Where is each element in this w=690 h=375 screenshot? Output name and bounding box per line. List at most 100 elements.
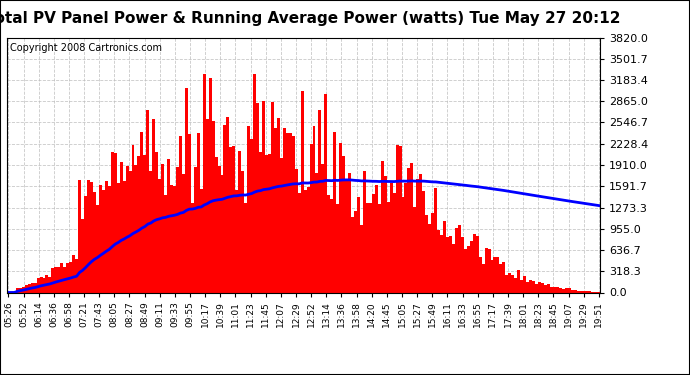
Bar xyxy=(179,136,182,292)
Bar xyxy=(191,202,194,292)
Bar xyxy=(203,74,206,292)
Bar xyxy=(523,276,526,292)
Bar xyxy=(413,207,416,292)
Bar xyxy=(289,134,292,292)
Bar xyxy=(366,203,369,292)
Bar xyxy=(351,216,354,292)
Bar xyxy=(431,213,434,292)
Bar xyxy=(135,165,137,292)
Bar xyxy=(532,281,535,292)
Bar xyxy=(425,215,428,292)
Bar xyxy=(336,204,339,292)
Bar xyxy=(443,221,446,292)
Bar xyxy=(378,204,381,292)
Bar xyxy=(327,195,331,292)
Bar xyxy=(458,225,461,292)
Bar xyxy=(280,158,283,292)
Bar xyxy=(206,119,208,292)
Bar xyxy=(114,153,117,292)
Bar xyxy=(235,190,238,292)
Bar xyxy=(137,156,141,292)
Bar xyxy=(384,176,386,292)
Bar xyxy=(324,94,327,292)
Bar xyxy=(571,290,573,292)
Bar xyxy=(573,290,577,292)
Bar xyxy=(482,264,484,292)
Bar xyxy=(141,132,144,292)
Bar xyxy=(375,184,378,292)
Bar xyxy=(87,180,90,292)
Bar xyxy=(197,133,200,292)
Bar xyxy=(25,285,28,292)
Bar xyxy=(518,270,520,292)
Text: Copyright 2008 Cartronics.com: Copyright 2008 Cartronics.com xyxy=(10,43,162,52)
Bar xyxy=(466,246,470,292)
Bar xyxy=(589,291,591,292)
Bar xyxy=(541,283,544,292)
Bar xyxy=(315,173,319,292)
Bar xyxy=(404,183,407,292)
Bar xyxy=(304,190,306,292)
Bar xyxy=(585,291,589,292)
Bar xyxy=(105,181,108,292)
Bar xyxy=(224,125,226,292)
Bar xyxy=(313,126,315,292)
Bar xyxy=(158,179,161,292)
Bar xyxy=(182,174,185,292)
Bar xyxy=(96,205,99,292)
Bar xyxy=(306,187,310,292)
Bar xyxy=(538,282,541,292)
Bar xyxy=(446,237,449,292)
Bar xyxy=(39,276,43,292)
Bar xyxy=(475,236,479,292)
Bar xyxy=(381,160,384,292)
Bar xyxy=(544,285,547,292)
Bar xyxy=(200,189,203,292)
Bar xyxy=(399,146,402,292)
Bar xyxy=(152,119,155,292)
Bar xyxy=(411,163,413,292)
Bar xyxy=(568,288,571,292)
Bar xyxy=(188,134,191,292)
Bar xyxy=(48,277,51,292)
Bar xyxy=(221,175,224,292)
Bar xyxy=(491,261,493,292)
Bar xyxy=(132,145,135,292)
Bar xyxy=(16,288,19,292)
Bar xyxy=(173,186,176,292)
Bar xyxy=(461,237,464,292)
Bar xyxy=(564,288,568,292)
Bar xyxy=(265,154,268,292)
Bar xyxy=(271,102,274,292)
Bar xyxy=(75,259,78,292)
Bar xyxy=(126,166,128,292)
Bar xyxy=(108,186,110,292)
Bar xyxy=(274,128,277,292)
Bar xyxy=(420,174,422,292)
Bar xyxy=(217,166,221,292)
Bar xyxy=(577,291,580,292)
Bar xyxy=(283,128,286,292)
Bar xyxy=(493,257,497,292)
Bar xyxy=(437,230,440,292)
Bar xyxy=(345,179,348,292)
Bar xyxy=(212,121,215,292)
Bar xyxy=(473,234,475,292)
Bar xyxy=(46,275,48,292)
Bar xyxy=(319,110,322,292)
Bar xyxy=(428,224,431,292)
Bar xyxy=(440,234,443,292)
Bar xyxy=(286,133,289,292)
Bar xyxy=(297,194,301,292)
Bar xyxy=(402,197,404,292)
Bar xyxy=(455,228,458,292)
Bar xyxy=(241,171,244,292)
Bar xyxy=(550,287,553,292)
Bar xyxy=(505,275,509,292)
Text: Total PV Panel Power & Running Average Power (watts) Tue May 27 20:12: Total PV Panel Power & Running Average P… xyxy=(0,11,621,26)
Bar xyxy=(238,152,242,292)
Bar xyxy=(63,267,66,292)
Bar xyxy=(28,284,30,292)
Bar xyxy=(502,262,505,292)
Bar xyxy=(247,126,250,292)
